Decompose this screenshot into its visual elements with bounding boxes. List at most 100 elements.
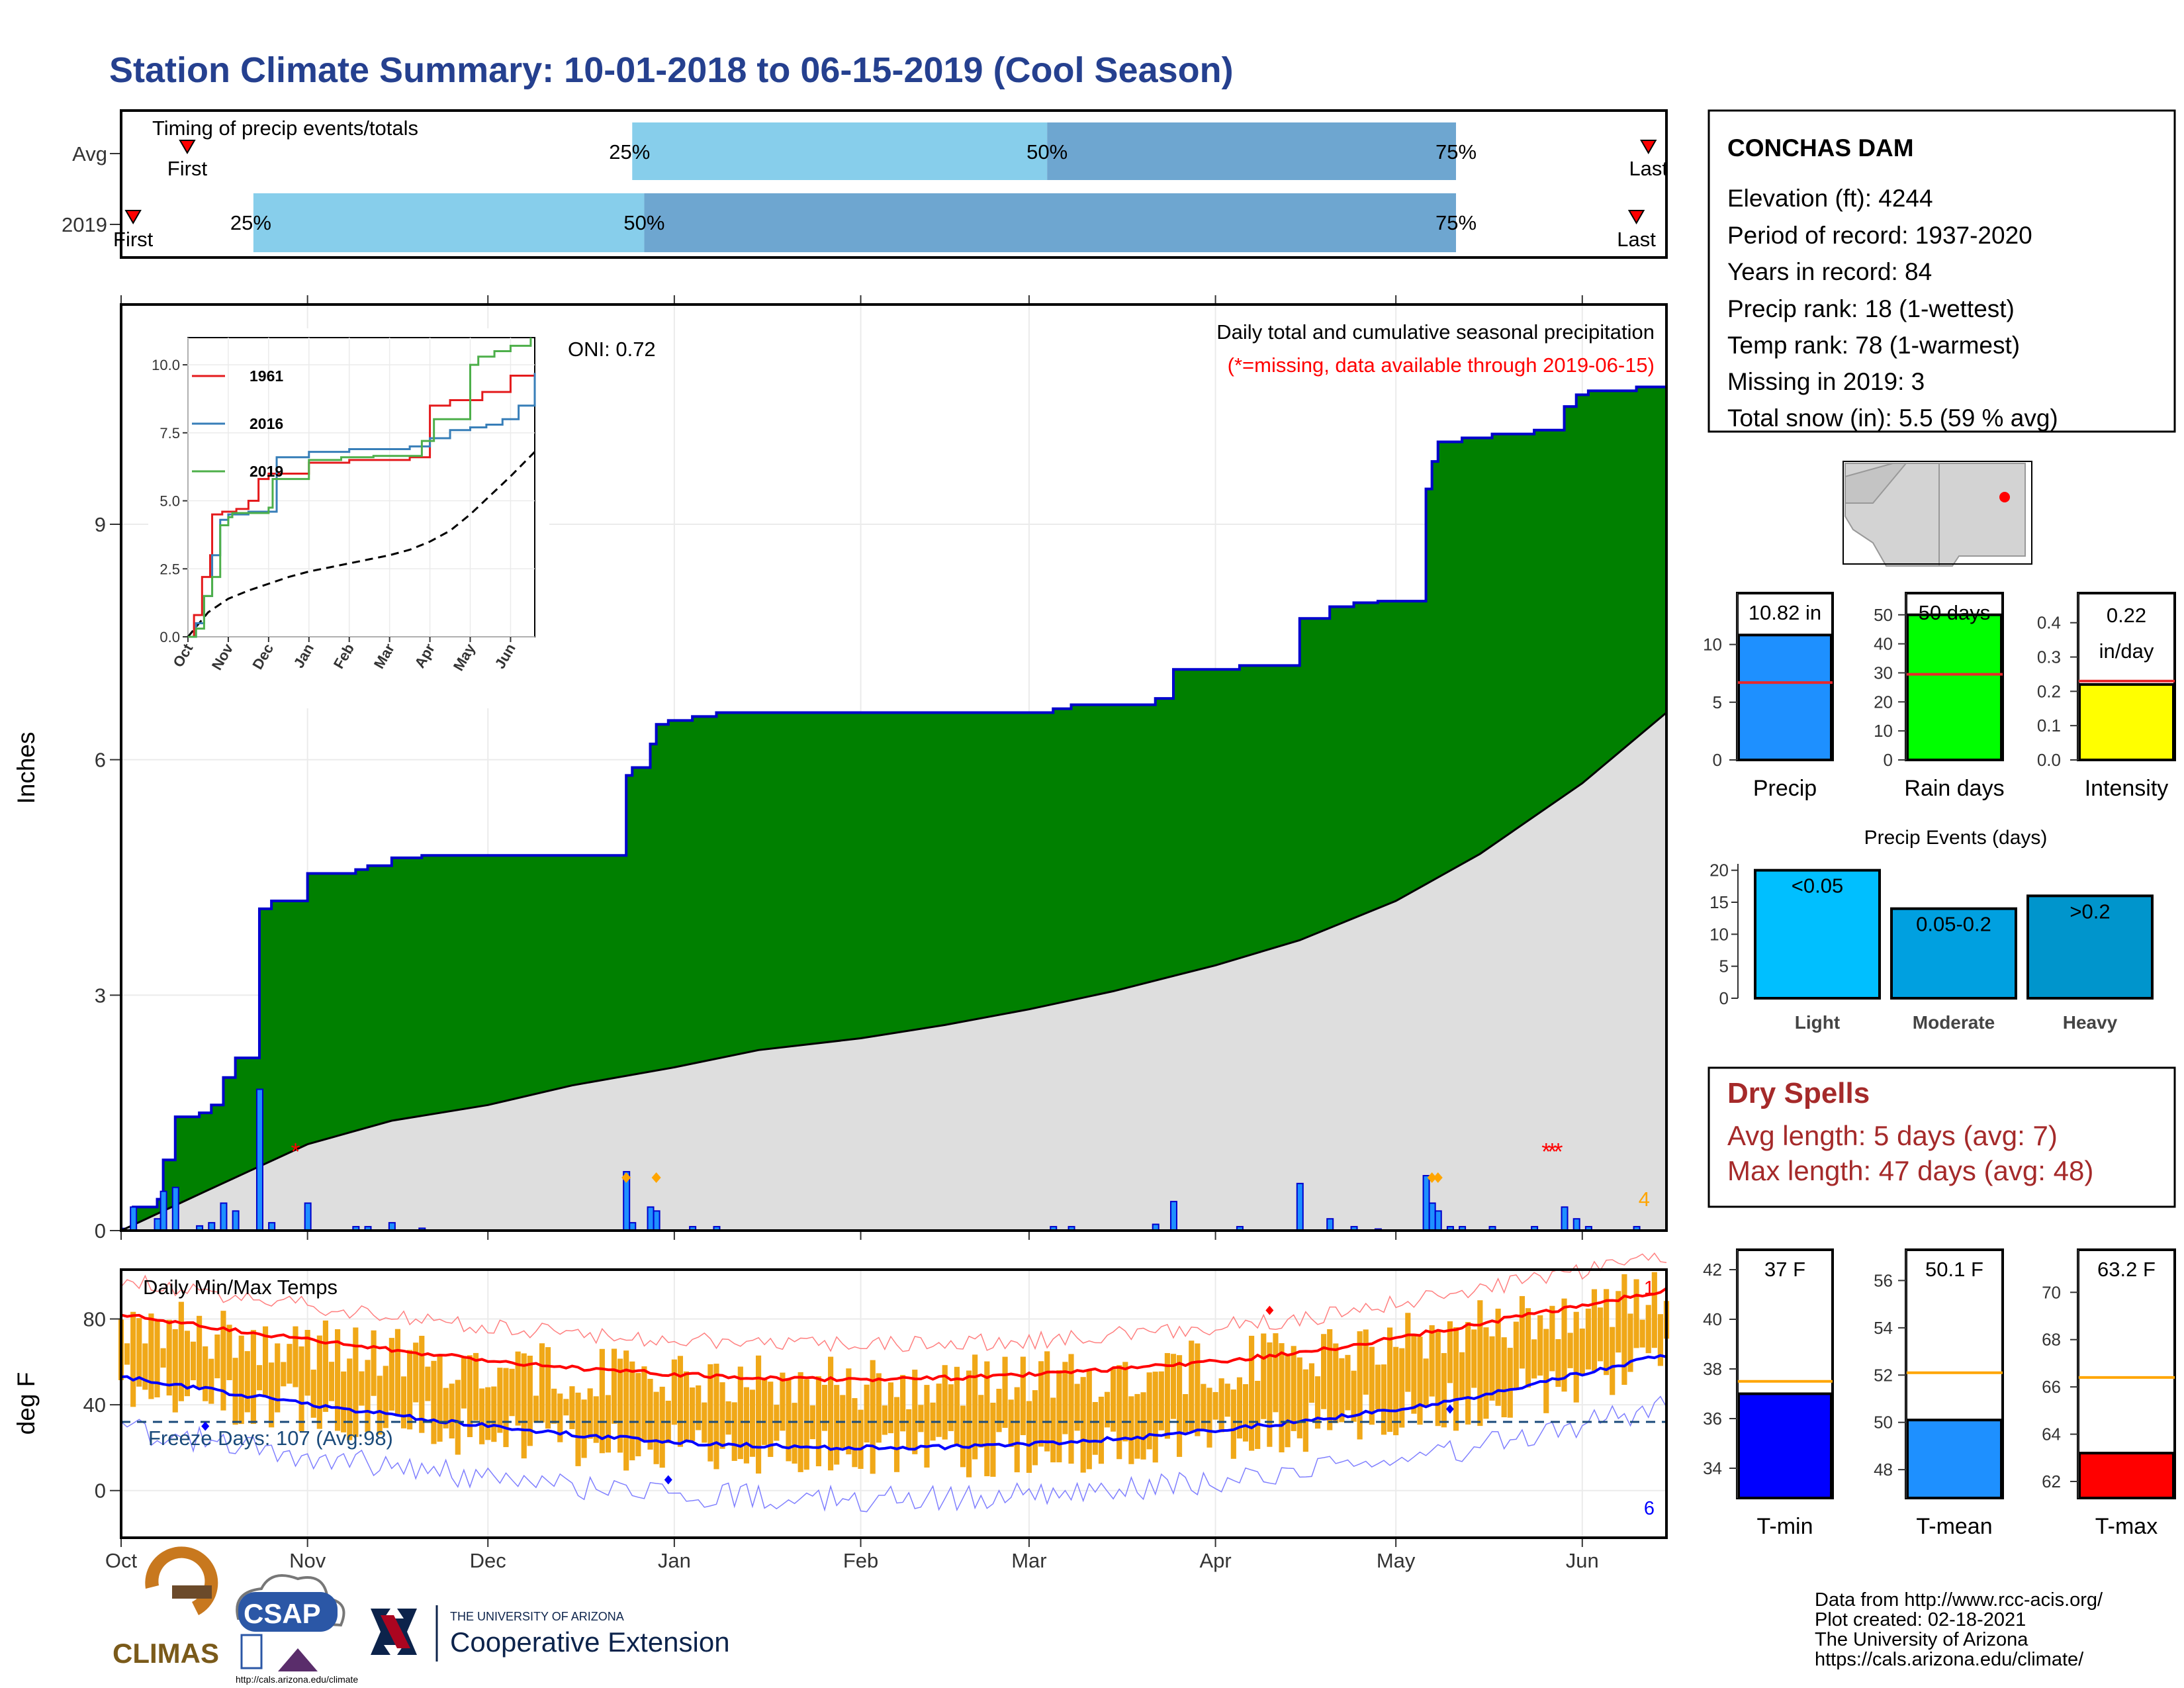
summary-ytick-label: 34 bbox=[1703, 1458, 1722, 1478]
summary-value-label: 63.2 F bbox=[2097, 1258, 2156, 1281]
daily-temp-bar bbox=[485, 1387, 491, 1440]
daily-temp-bar bbox=[1230, 1389, 1236, 1459]
daily-precip-bar bbox=[1434, 1210, 1442, 1232]
last-event-label: Last bbox=[1629, 157, 1668, 180]
events-category: Moderate bbox=[1913, 1012, 1995, 1033]
daily-temp-bar bbox=[1020, 1356, 1026, 1436]
avg-low-line bbox=[120, 1354, 1667, 1451]
station-name: CONCHAS DAM bbox=[1727, 134, 1914, 162]
month-label: Dec bbox=[470, 1549, 506, 1572]
daily-temp-bar bbox=[1465, 1322, 1471, 1425]
events-ytick-label: 0 bbox=[1719, 988, 1729, 1008]
events-ytick-label: 20 bbox=[1709, 861, 1729, 880]
station-snow: Total snow (in): 5.5 (59 % avg) bbox=[1727, 404, 2058, 432]
daily-temp-bar bbox=[671, 1359, 677, 1425]
daily-temp-bar bbox=[509, 1368, 515, 1417]
ua-a-accent bbox=[381, 1615, 410, 1648]
daily-temp-bar bbox=[1393, 1346, 1399, 1436]
daily-temp-bar bbox=[1495, 1308, 1501, 1406]
daily-temp-bar bbox=[124, 1343, 130, 1365]
daily-temp-bar bbox=[893, 1397, 900, 1472]
daily-temp-bar bbox=[966, 1370, 972, 1477]
daily-temp-bar bbox=[1615, 1291, 1621, 1353]
daily-temp-bar bbox=[852, 1398, 858, 1468]
daily-temp-bar bbox=[154, 1321, 160, 1397]
daily-temp-bar bbox=[1273, 1333, 1279, 1413]
daily-temp-bar bbox=[545, 1347, 551, 1429]
summary-ytick-label: 0 bbox=[1713, 750, 1722, 770]
daily-temp-bar bbox=[394, 1329, 401, 1417]
timing-p50-label: 50% bbox=[1026, 140, 1068, 164]
daily-temp-bar bbox=[918, 1405, 924, 1432]
dry-spells-title: Dry Spells bbox=[1727, 1077, 1870, 1109]
summary-value-label-unit: in/day bbox=[2099, 639, 2154, 663]
summary-bar-tmin bbox=[1737, 1392, 1833, 1499]
freeze-days-label: Freeze Days: 107 (Avg:98) bbox=[148, 1427, 393, 1450]
daily-temp-bar bbox=[479, 1388, 485, 1444]
summary-ytick-label: 0 bbox=[1884, 750, 1893, 770]
summary-ytick-label: 68 bbox=[2042, 1330, 2061, 1350]
daily-temp-bar bbox=[359, 1371, 365, 1406]
daily-temp-bar bbox=[1140, 1392, 1146, 1460]
daily-temp-bar bbox=[431, 1360, 437, 1444]
page-title: Station Climate Summary: 10-01-2018 to 0… bbox=[109, 50, 1234, 90]
daily-temp-bar bbox=[605, 1395, 612, 1453]
summary-ytick-label: 0.2 bbox=[2037, 681, 2061, 701]
daily-temp-bar bbox=[232, 1358, 238, 1425]
daily-temp-bar bbox=[876, 1373, 882, 1443]
timing-p25-label: 25% bbox=[230, 211, 271, 234]
timing-bar-50-75 bbox=[644, 193, 1457, 252]
daily-precip-bar bbox=[647, 1206, 655, 1232]
daily-temp-bar bbox=[1014, 1387, 1020, 1473]
summary-category: Intensity bbox=[2085, 776, 2169, 801]
daily-temp-bar bbox=[1086, 1370, 1092, 1470]
daily-temp-bar bbox=[461, 1358, 467, 1409]
summary-ytick-label: 40 bbox=[1703, 1309, 1722, 1329]
daily-temp-bar bbox=[858, 1409, 864, 1469]
daily-temp-bar bbox=[1050, 1397, 1056, 1463]
daily-temp-bar bbox=[1279, 1343, 1285, 1453]
daily-temp-bar bbox=[1627, 1313, 1633, 1372]
daily-temp-bar bbox=[1062, 1362, 1068, 1434]
summary-ytick-label: 50 bbox=[1874, 1413, 1893, 1432]
daily-temp-bar bbox=[996, 1388, 1002, 1432]
precip-ytick-label: 9 bbox=[95, 513, 106, 536]
last-event-marker bbox=[1640, 140, 1657, 154]
record-day-marker bbox=[664, 1475, 672, 1485]
summary-ytick-label: 66 bbox=[2042, 1377, 2061, 1397]
snow-day-marker bbox=[651, 1172, 661, 1183]
daily-temp-bar bbox=[762, 1378, 768, 1445]
daily-precip-bar bbox=[1428, 1202, 1436, 1232]
daily-temp-bar bbox=[1092, 1401, 1098, 1455]
daily-temp-bar bbox=[1423, 1358, 1429, 1408]
month-label: Nov bbox=[289, 1549, 326, 1572]
summary-ytick-label: 0.1 bbox=[2037, 716, 2061, 735]
daily-temp-bar bbox=[599, 1348, 605, 1454]
summary-ytick-label: 0.3 bbox=[2037, 647, 2061, 667]
daily-temp-bar bbox=[190, 1341, 197, 1381]
record-day-marker bbox=[201, 1421, 210, 1431]
daily-temp-bar bbox=[262, 1326, 269, 1397]
daily-temp-bar bbox=[1032, 1390, 1038, 1466]
daily-temp-bar bbox=[1549, 1305, 1555, 1372]
daily-temp-bar bbox=[220, 1311, 226, 1411]
daily-temp-bar bbox=[539, 1343, 545, 1423]
daily-temp-bar bbox=[310, 1370, 316, 1418]
daily-temp-bar bbox=[347, 1358, 353, 1440]
daily-temp-bar bbox=[821, 1385, 828, 1431]
ua-logo: THE UNIVERSITY OF ARIZONA Cooperative Ex… bbox=[371, 1605, 730, 1662]
inset-ytick-label: 5.0 bbox=[159, 493, 180, 510]
events-ytick-label: 15 bbox=[1709, 892, 1729, 912]
climas-wordmark: CLIMAS bbox=[113, 1638, 219, 1669]
daily-temp-bar bbox=[834, 1385, 840, 1465]
precip-ylabel: Inches bbox=[13, 731, 40, 804]
station-years: Years in record: 84 bbox=[1727, 258, 1932, 285]
daily-temp-bar bbox=[1098, 1396, 1105, 1464]
csap-logo: CSAP http://cals.arizona.edu/climate bbox=[236, 1574, 358, 1685]
daily-temp-bar bbox=[1339, 1358, 1345, 1423]
daily-temp-bar bbox=[1585, 1308, 1591, 1370]
month-label: Jan bbox=[658, 1549, 691, 1572]
inset-legend-label: 2016 bbox=[250, 415, 283, 432]
daily-temp-bar bbox=[647, 1378, 653, 1450]
inset-ytick-label: 0.0 bbox=[159, 629, 180, 645]
